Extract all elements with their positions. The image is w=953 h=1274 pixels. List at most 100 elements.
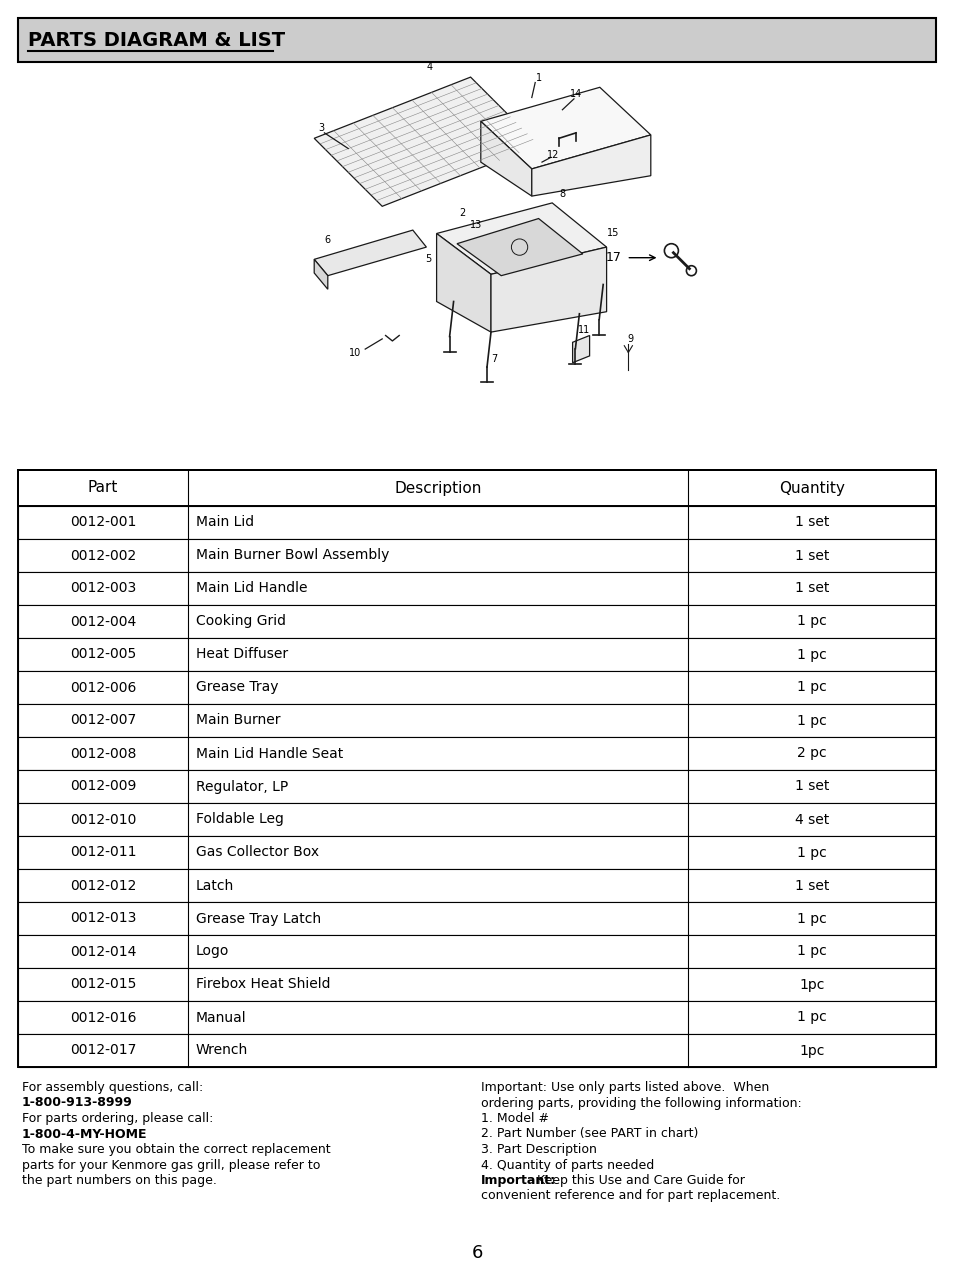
- Text: Keep this Use and Care Guide for: Keep this Use and Care Guide for: [533, 1175, 744, 1187]
- Polygon shape: [456, 219, 582, 275]
- Bar: [18, 1034, 935, 1068]
- Text: 0012-007: 0012-007: [70, 713, 136, 727]
- Text: Logo: Logo: [195, 944, 229, 958]
- Text: 6: 6: [471, 1243, 482, 1263]
- Text: 0012-010: 0012-010: [70, 813, 136, 827]
- Text: 0012-006: 0012-006: [70, 680, 136, 694]
- Text: 2. Part Number (see PART in chart): 2. Part Number (see PART in chart): [480, 1127, 698, 1140]
- Text: 0012-016: 0012-016: [70, 1010, 136, 1024]
- Text: 1 pc: 1 pc: [797, 1010, 826, 1024]
- Bar: [18, 736, 935, 769]
- Text: Grease Tray Latch: Grease Tray Latch: [195, 911, 320, 925]
- Text: 10: 10: [349, 348, 361, 358]
- Text: 1-800-4-MY-HOME: 1-800-4-MY-HOME: [22, 1127, 148, 1140]
- Text: For parts ordering, please call:: For parts ordering, please call:: [22, 1112, 213, 1125]
- Bar: [18, 968, 935, 1001]
- Polygon shape: [491, 247, 606, 333]
- Text: Manual: Manual: [195, 1010, 246, 1024]
- Text: 1 set: 1 set: [794, 780, 828, 794]
- Text: Heat Diffuser: Heat Diffuser: [195, 647, 288, 661]
- Text: Important: Use only parts listed above.  When: Important: Use only parts listed above. …: [480, 1082, 768, 1094]
- Text: 14: 14: [569, 89, 581, 99]
- Bar: [18, 638, 935, 671]
- Text: 0012-003: 0012-003: [70, 581, 136, 595]
- Bar: [18, 836, 935, 869]
- Text: 0012-011: 0012-011: [70, 846, 136, 860]
- Bar: [18, 470, 935, 506]
- Text: 1 set: 1 set: [794, 516, 828, 530]
- Text: Main Burner: Main Burner: [195, 713, 280, 727]
- Text: 1 pc: 1 pc: [797, 647, 826, 661]
- Polygon shape: [480, 88, 650, 169]
- Text: 0012-004: 0012-004: [70, 614, 136, 628]
- Text: Wrench: Wrench: [195, 1043, 248, 1057]
- Text: 1 pc: 1 pc: [797, 680, 826, 694]
- Text: 1 pc: 1 pc: [797, 911, 826, 925]
- Text: 0012-013: 0012-013: [70, 911, 136, 925]
- Bar: [18, 671, 935, 705]
- Text: ordering parts, providing the following information:: ordering parts, providing the following …: [480, 1097, 801, 1110]
- Text: 1 pc: 1 pc: [797, 944, 826, 958]
- Text: Quantity: Quantity: [779, 480, 844, 496]
- Text: 2: 2: [458, 208, 465, 218]
- Text: Main Lid: Main Lid: [195, 516, 253, 530]
- Polygon shape: [314, 78, 538, 206]
- Bar: [18, 539, 935, 572]
- Text: 0012-015: 0012-015: [70, 977, 136, 991]
- Text: Firebox Heat Shield: Firebox Heat Shield: [195, 977, 330, 991]
- Text: Regulator, LP: Regulator, LP: [195, 780, 288, 794]
- Polygon shape: [531, 135, 650, 196]
- Text: Description: Description: [394, 480, 481, 496]
- Text: Gas Collector Box: Gas Collector Box: [195, 846, 318, 860]
- Polygon shape: [480, 121, 531, 196]
- Bar: [18, 769, 935, 803]
- Text: 0012-014: 0012-014: [70, 944, 136, 958]
- Bar: [18, 605, 935, 638]
- Text: 5: 5: [425, 255, 431, 264]
- Text: 0012-009: 0012-009: [70, 780, 136, 794]
- Text: 1pc: 1pc: [799, 977, 824, 991]
- Text: 15: 15: [606, 228, 618, 238]
- Text: 0012-008: 0012-008: [70, 747, 136, 761]
- Text: 9: 9: [627, 334, 633, 344]
- Text: 4. Quantity of parts needed: 4. Quantity of parts needed: [480, 1158, 654, 1172]
- Text: 0012-012: 0012-012: [70, 879, 136, 893]
- Text: Main Burner Bowl Assembly: Main Burner Bowl Assembly: [195, 549, 389, 563]
- Text: 4 set: 4 set: [794, 813, 828, 827]
- Bar: [18, 902, 935, 935]
- Text: 7: 7: [491, 354, 497, 364]
- Bar: [18, 18, 935, 62]
- Text: Main Lid Handle Seat: Main Lid Handle Seat: [195, 747, 343, 761]
- Polygon shape: [436, 203, 606, 274]
- Text: convenient reference and for part replacement.: convenient reference and for part replac…: [480, 1190, 780, 1203]
- Text: 1-800-913-8999: 1-800-913-8999: [22, 1097, 132, 1110]
- Text: 0012-017: 0012-017: [70, 1043, 136, 1057]
- Bar: [18, 470, 935, 1068]
- Bar: [18, 869, 935, 902]
- Text: 1pc: 1pc: [799, 1043, 824, 1057]
- Text: parts for your Kenmore gas grill, please refer to: parts for your Kenmore gas grill, please…: [22, 1158, 320, 1172]
- Text: 1 pc: 1 pc: [797, 846, 826, 860]
- Text: Foldable Leg: Foldable Leg: [195, 813, 283, 827]
- Bar: [18, 803, 935, 836]
- Text: 0012-002: 0012-002: [70, 549, 136, 563]
- Text: PARTS DIAGRAM & LIST: PARTS DIAGRAM & LIST: [28, 31, 285, 50]
- Text: 0012-005: 0012-005: [70, 647, 136, 661]
- Text: 3: 3: [317, 124, 324, 132]
- Text: Part: Part: [88, 480, 118, 496]
- Bar: [18, 935, 935, 968]
- Bar: [18, 506, 935, 539]
- Text: 1 set: 1 set: [794, 581, 828, 595]
- Text: Latch: Latch: [195, 879, 233, 893]
- Text: 11: 11: [578, 325, 590, 335]
- Text: 1 set: 1 set: [794, 549, 828, 563]
- Text: 13: 13: [470, 220, 481, 231]
- Text: Grease Tray: Grease Tray: [195, 680, 278, 694]
- Text: 1: 1: [535, 74, 541, 84]
- Text: the part numbers on this page.: the part numbers on this page.: [22, 1175, 216, 1187]
- Text: Main Lid Handle: Main Lid Handle: [195, 581, 307, 595]
- Bar: [18, 572, 935, 605]
- Text: 8: 8: [558, 189, 565, 199]
- Text: 0012-001: 0012-001: [70, 516, 136, 530]
- Text: To make sure you obtain the correct replacement: To make sure you obtain the correct repl…: [22, 1143, 331, 1156]
